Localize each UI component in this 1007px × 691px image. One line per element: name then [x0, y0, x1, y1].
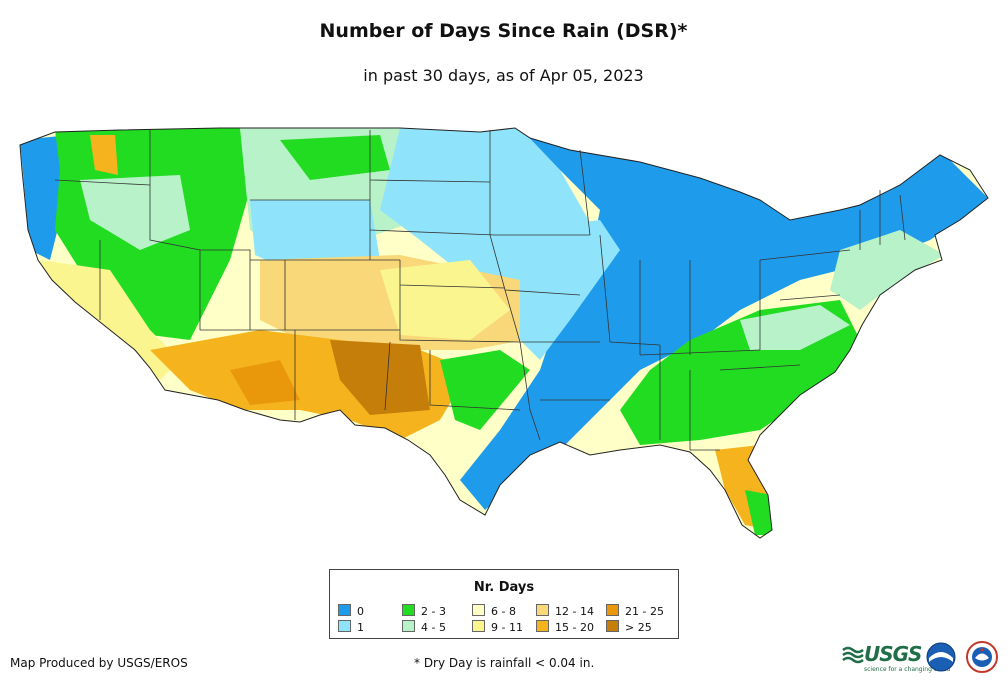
legend-swatch — [606, 604, 619, 616]
legend-label: 21 - 25 — [625, 605, 664, 618]
legend-item: 2 - 3 — [402, 604, 446, 618]
us-outline — [19, 127, 989, 539]
legend-item: 1 — [338, 620, 364, 634]
legend-title: Nr. Days — [473, 580, 535, 595]
legend: Nr. Days 0 1 2 - 3 4 - 5 6 - 8 9 - 11 12 - 14 1… — [329, 569, 679, 639]
legend-swatch — [472, 604, 485, 616]
credit-text: Map Produced by USGS/EROS — [10, 656, 188, 670]
legend-item: 6 - 8 — [472, 604, 516, 618]
noaa-logo — [926, 642, 956, 672]
logo-strip: USGS science for a changing world — [842, 636, 1002, 680]
legend-label: 4 - 5 — [421, 621, 446, 634]
legend-label: > 25 — [625, 621, 652, 634]
legend-item: 0 — [338, 604, 364, 618]
legend-swatch — [536, 620, 549, 632]
dsr-map — [19, 127, 989, 539]
legend-swatch — [606, 620, 619, 632]
map-subtitle: in past 30 days, as of Apr 05, 2023 — [363, 66, 644, 85]
footnote-text: * Dry Day is rainfall < 0.04 in. — [414, 656, 595, 670]
usgs-logo — [842, 646, 864, 664]
legend-label: 0 — [357, 605, 364, 618]
legend-swatch — [402, 620, 415, 632]
usgs-wordmark: USGS — [864, 642, 922, 666]
legend-label: 15 - 20 — [555, 621, 594, 634]
legend-item: 9 - 11 — [472, 620, 523, 634]
legend-item: 21 - 25 — [606, 604, 664, 618]
legend-item: 15 - 20 — [536, 620, 594, 634]
state-borders — [54, 130, 906, 451]
legend-label: 1 — [357, 621, 364, 634]
legend-item: > 25 — [606, 620, 652, 634]
legend-swatch — [338, 604, 351, 616]
legend-label: 6 - 8 — [491, 605, 516, 618]
legend-item: 4 - 5 — [402, 620, 446, 634]
legend-swatch — [402, 604, 415, 616]
legend-label: 9 - 11 — [491, 621, 523, 634]
legend-swatch — [338, 620, 351, 632]
legend-item: 12 - 14 — [536, 604, 594, 618]
legend-label: 12 - 14 — [555, 605, 594, 618]
legend-swatch — [536, 604, 549, 616]
legend-label: 2 - 3 — [421, 605, 446, 618]
nws-logo — [966, 641, 998, 673]
legend-swatch — [472, 620, 485, 632]
usgs-tagline: science for a changing world — [864, 666, 951, 673]
precip-layer — [20, 128, 988, 538]
map-title: Number of Days Since Rain (DSR)* — [319, 20, 688, 42]
